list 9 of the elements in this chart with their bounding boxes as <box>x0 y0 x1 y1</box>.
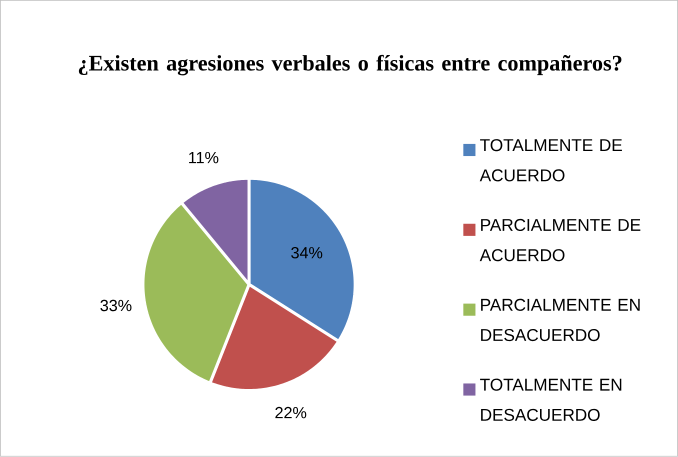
data-label: 11% <box>189 152 218 164</box>
data-label: 34% <box>291 247 322 259</box>
chart-title: ¿Existen agresiones verbales o físicas entre compañeros? <box>78 55 622 76</box>
legend-label: TOTALMENTE EN DESACUERDO <box>480 378 622 422</box>
legend-label: TOTALMENTE DE ACUERDO <box>480 139 622 182</box>
data-label: 33% <box>100 300 132 312</box>
data-label: 22% <box>275 407 306 418</box>
legend-label: PARCIALMENTE DE ACUERDO <box>480 219 640 262</box>
legend-label: PARCIALMENTE EN DESACUERDO <box>481 298 640 342</box>
